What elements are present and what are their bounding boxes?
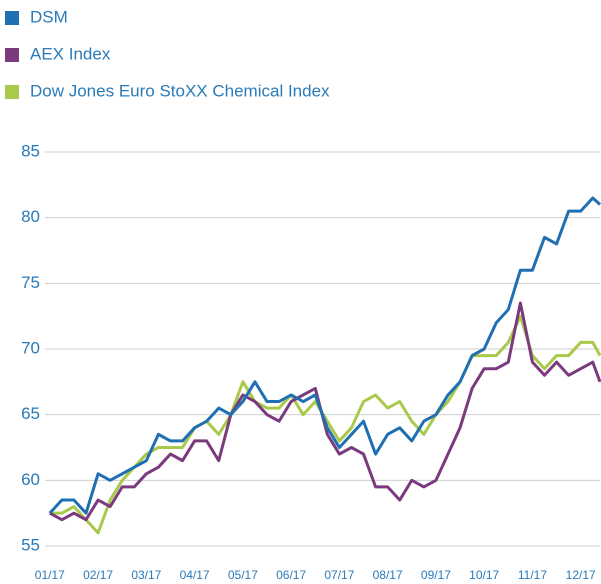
y-tick-label: 55 xyxy=(21,535,40,554)
x-tick-label: 07/17 xyxy=(324,568,354,582)
x-tick-label: 05/17 xyxy=(228,568,258,582)
series-line xyxy=(48,196,601,515)
y-tick-label: 65 xyxy=(21,404,40,423)
legend-label: AEX Index xyxy=(30,44,111,63)
x-tick-label: 01/17 xyxy=(35,568,65,582)
series-line xyxy=(49,301,601,522)
legend-label: Dow Jones Euro StoXX Chemical Index xyxy=(30,81,330,100)
y-tick-label: 80 xyxy=(21,207,40,226)
y-tick-label: 85 xyxy=(21,141,40,160)
legend-swatch xyxy=(5,11,19,25)
legend-swatch xyxy=(5,85,19,99)
y-tick-label: 70 xyxy=(21,338,40,357)
y-tick-label: 75 xyxy=(21,273,40,292)
x-tick-label: 10/17 xyxy=(469,568,499,582)
y-tick-label: 60 xyxy=(21,470,40,489)
x-tick-label: 09/17 xyxy=(421,568,451,582)
series-line xyxy=(49,314,601,535)
legend-swatch xyxy=(5,48,19,62)
legend-label: DSM xyxy=(30,7,68,26)
x-tick-label: 06/17 xyxy=(276,568,306,582)
x-tick-label: 08/17 xyxy=(373,568,403,582)
x-tick-label: 03/17 xyxy=(131,568,161,582)
x-tick-label: 11/17 xyxy=(518,568,547,582)
x-tick-label: 04/17 xyxy=(180,568,210,582)
x-tick-label: 02/17 xyxy=(83,568,113,582)
x-tick-label: 12/17 xyxy=(566,568,596,582)
